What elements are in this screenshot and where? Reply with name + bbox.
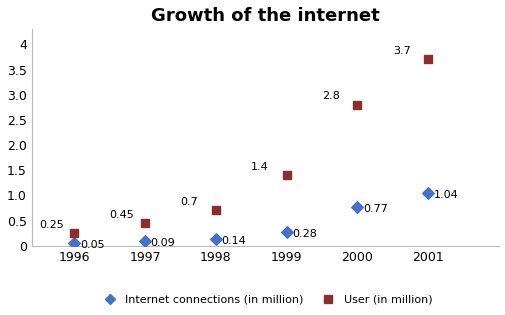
Point [70, 231, 78, 236]
Text: 0.28: 0.28 [292, 229, 317, 239]
Point [70, 241, 78, 246]
Point [352, 102, 361, 107]
Legend: Internet connections (in million), User (in million): Internet connections (in million), User … [94, 290, 436, 309]
Text: 0.05: 0.05 [80, 240, 105, 250]
Point [141, 220, 149, 226]
Point [282, 173, 290, 178]
Point [141, 239, 149, 244]
Point [423, 191, 431, 196]
Point [282, 229, 290, 234]
Point [352, 204, 361, 209]
Text: 3.7: 3.7 [392, 46, 410, 56]
Point [212, 236, 220, 241]
Text: 0.14: 0.14 [221, 236, 246, 246]
Text: 0.45: 0.45 [110, 209, 134, 220]
Text: 0.09: 0.09 [150, 238, 175, 248]
Text: 0.77: 0.77 [363, 204, 387, 214]
Text: 2.8: 2.8 [321, 91, 339, 101]
Text: 1.4: 1.4 [251, 162, 269, 172]
Text: 0.7: 0.7 [180, 197, 198, 207]
Text: 0.25: 0.25 [39, 220, 64, 230]
Text: 1.04: 1.04 [433, 190, 458, 200]
Point [423, 57, 431, 62]
Title: Growth of the internet: Growth of the internet [151, 7, 379, 25]
Point [212, 208, 220, 213]
